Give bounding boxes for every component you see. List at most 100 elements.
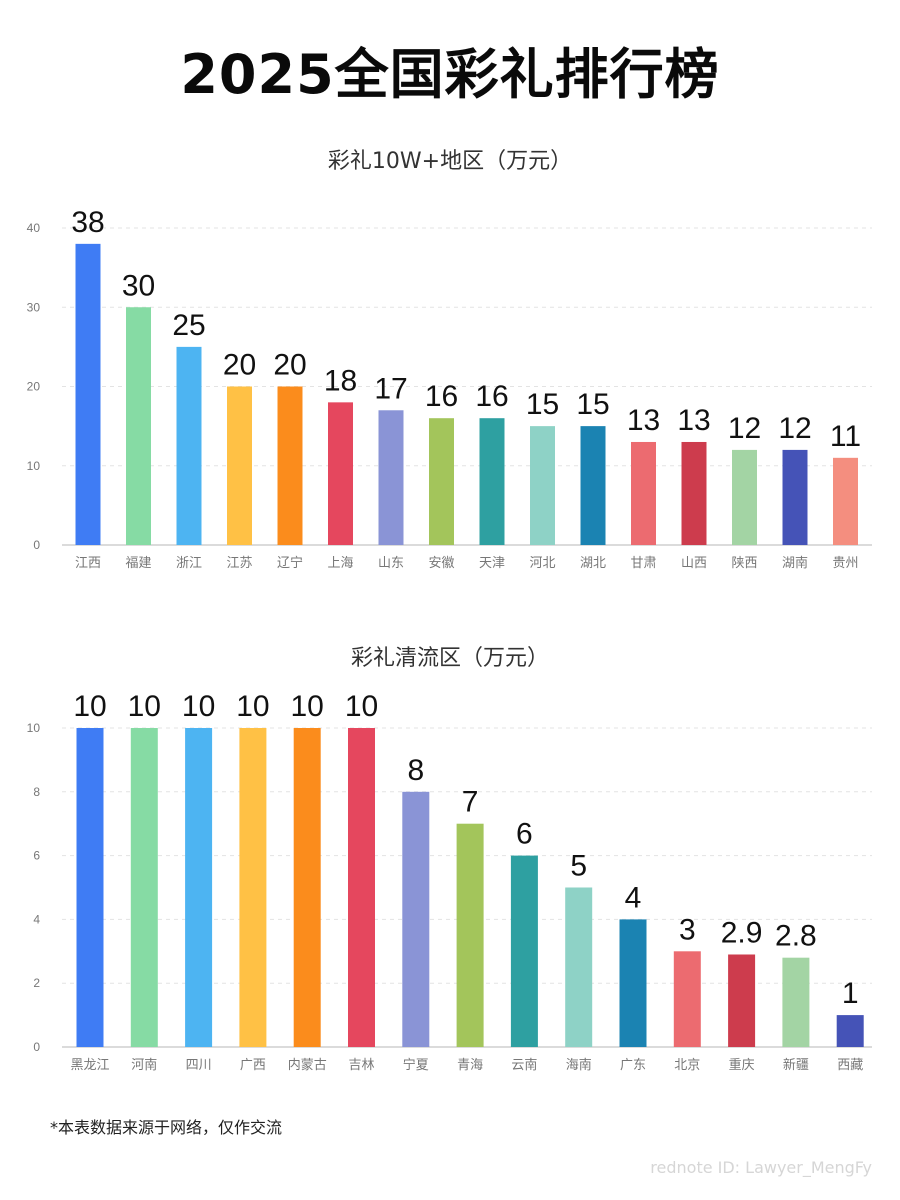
data-label: 10 (182, 690, 215, 723)
footnote: *本表数据来源于网络，仅作交流 (50, 1118, 283, 1137)
bar (185, 728, 213, 1047)
data-label: 12 (728, 412, 761, 445)
x-tick-label: 黑龙江 (70, 1058, 109, 1073)
x-tick-label: 河南 (131, 1057, 157, 1073)
bar (833, 457, 858, 545)
y-tick-label: 10 (27, 721, 41, 735)
bar (239, 728, 267, 1047)
data-label: 3 (679, 913, 696, 946)
x-tick-label: 新疆 (783, 1057, 809, 1073)
bar (836, 1015, 864, 1047)
x-tick-label: 贵州 (832, 556, 858, 571)
data-label: 13 (627, 404, 660, 437)
x-tick-label: 内蒙古 (288, 1057, 327, 1073)
y-tick-label: 8 (33, 785, 40, 799)
data-label: 20 (273, 349, 306, 382)
x-tick-label: 四川 (186, 1058, 212, 1073)
x-tick-label: 北京 (674, 1058, 700, 1073)
x-tick-label: 江西 (75, 556, 101, 571)
x-tick-label: 云南 (511, 1057, 537, 1073)
bar (75, 243, 101, 545)
x-tick-label: 浙江 (176, 556, 202, 571)
data-label: 10 (128, 690, 161, 723)
bar (530, 426, 555, 545)
data-label: 15 (576, 388, 609, 421)
chart-title-high: 彩礼10W+地区（万元） (327, 149, 573, 174)
x-tick-label: 广西 (240, 1058, 266, 1073)
x-tick-label: 陕西 (731, 556, 757, 571)
y-tick-label: 30 (27, 300, 41, 314)
bar (348, 728, 375, 1047)
bar (782, 449, 808, 545)
data-label: 13 (677, 404, 710, 437)
data-label: 2.9 (721, 916, 763, 949)
bar (126, 307, 151, 545)
bar (402, 791, 430, 1047)
x-tick-label: 广东 (620, 1058, 646, 1073)
bar (176, 346, 202, 545)
y-tick-label: 0 (33, 538, 40, 552)
data-label: 10 (291, 690, 324, 723)
bar (681, 441, 707, 545)
bar (782, 957, 810, 1047)
page-title: 2025全国彩礼排行榜 (180, 43, 720, 106)
chart-title-low: 彩礼清流区（万元） (350, 646, 549, 671)
data-label: 16 (425, 380, 458, 413)
bar (732, 449, 757, 545)
y-tick-label: 40 (27, 221, 41, 235)
data-label: 20 (223, 349, 256, 382)
y-tick-label: 6 (33, 849, 40, 863)
bar-chart-low-regions: 0 2 4 6 8 10 10 黑龙江 10 河南 10 四川 10 广西 10 内蒙古 10 吉林 8 宁夏 7 青海 6… (27, 690, 872, 1073)
data-label: 7 (462, 786, 479, 819)
x-tick-label: 安徽 (428, 556, 454, 571)
data-label: 15 (526, 388, 559, 421)
bar (293, 728, 321, 1047)
x-tick-label: 河北 (529, 556, 555, 571)
bar (227, 386, 252, 545)
data-label: 10 (236, 690, 269, 723)
x-tick-label: 辽宁 (277, 555, 303, 571)
y-tick-label: 4 (33, 912, 40, 926)
data-label: 1 (842, 977, 859, 1010)
x-tick-label: 湖南 (782, 555, 808, 571)
x-tick-label: 天津 (479, 556, 505, 571)
bar (277, 386, 303, 545)
bar (631, 441, 656, 545)
bar (580, 426, 606, 545)
x-tick-label: 海南 (566, 1057, 592, 1073)
x-tick-label: 山西 (681, 556, 707, 571)
data-label: 10 (345, 690, 378, 723)
x-tick-label: 上海 (327, 556, 353, 571)
data-label: 25 (172, 309, 205, 342)
x-tick-label: 西藏 (837, 1058, 863, 1073)
x-tick-label: 江苏 (226, 555, 252, 571)
bar (328, 402, 353, 545)
data-label: 17 (374, 372, 407, 405)
bar (429, 418, 454, 545)
x-tick-label: 吉林 (348, 1058, 374, 1073)
x-tick-label: 青海 (457, 1058, 483, 1073)
x-tick-label: 甘肃 (630, 556, 656, 571)
data-label: 5 (570, 850, 587, 883)
x-tick-label: 山东 (378, 556, 404, 571)
bar (479, 418, 505, 545)
bar (130, 728, 158, 1047)
y-tick-label: 10 (27, 459, 41, 473)
y-tick-label: 20 (27, 380, 41, 394)
data-label: 38 (71, 206, 104, 239)
bar-chart-high-regions: 0 10 20 30 40 38 江西 30 福建 25 浙江 20 江苏 20 辽宁 18 上海 17 山东 16 安… (27, 206, 872, 571)
data-label: 10 (73, 690, 106, 723)
data-label: 11 (830, 420, 861, 453)
data-label: 2.8 (775, 920, 817, 953)
data-label: 16 (475, 380, 508, 413)
x-tick-label: 湖北 (580, 556, 606, 571)
bar (378, 410, 404, 545)
bar (619, 919, 647, 1047)
bar (456, 823, 484, 1047)
data-label: 6 (516, 818, 533, 851)
bar (76, 728, 104, 1047)
watermark: rednote ID: Lawyer_MengFy (650, 1158, 872, 1177)
data-label: 30 (122, 269, 155, 302)
data-label: 8 (407, 754, 424, 787)
data-label: 4 (625, 881, 642, 914)
